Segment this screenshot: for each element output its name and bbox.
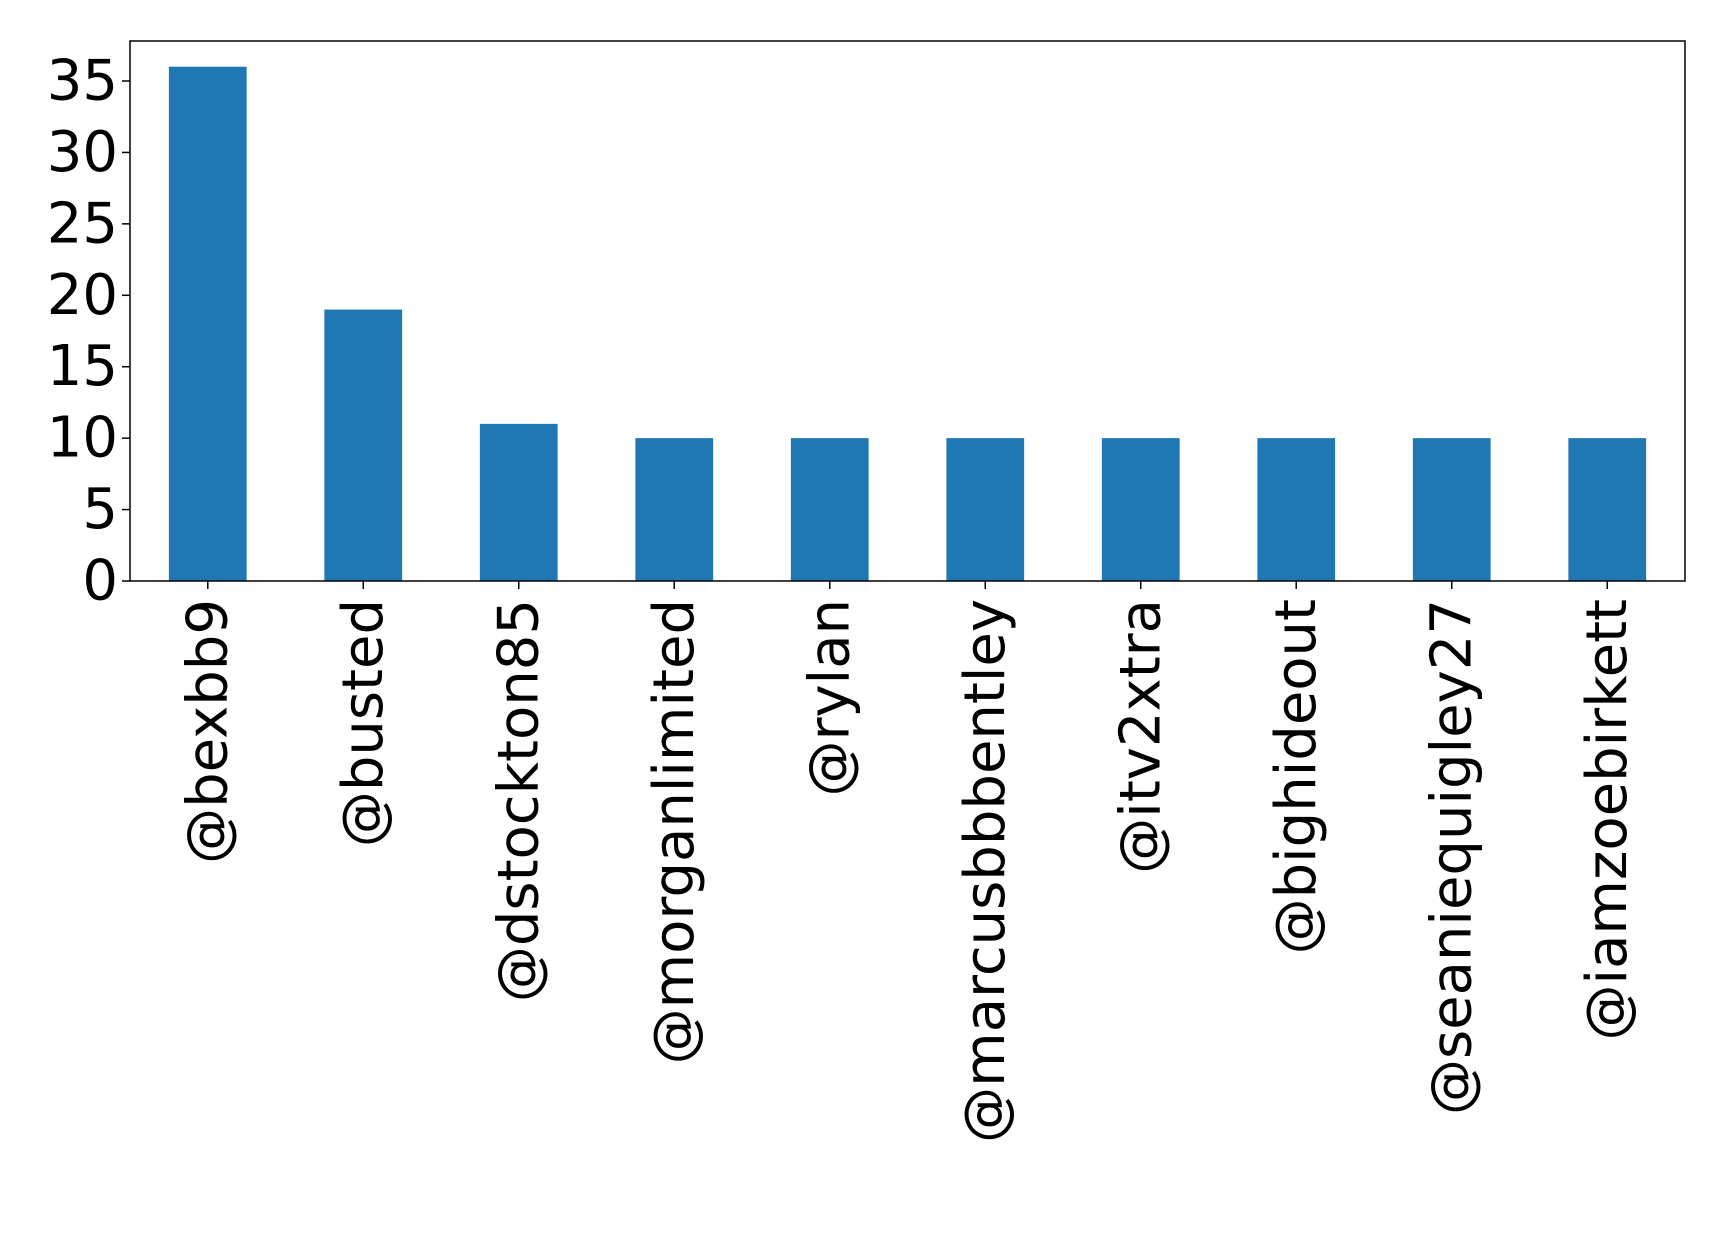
y-tick-label: 10 — [47, 406, 118, 471]
x-tick-label: @marcusbbbentley — [953, 599, 1018, 1143]
x-tick-label: @rylan — [797, 599, 862, 797]
x-tick-label: @morganlimited — [642, 599, 707, 1064]
bar — [1101, 438, 1180, 581]
bar — [635, 438, 714, 581]
bar — [168, 66, 247, 581]
y-tick-label: 20 — [47, 263, 118, 328]
y-tick-label: 15 — [47, 334, 118, 399]
x-tick-label: @seaniequigley27 — [1419, 599, 1484, 1115]
y-tick-label: 35 — [47, 49, 118, 114]
x-tick-label: @dstockton85 — [486, 599, 551, 1002]
x-tick-label: @iamzoebirkett — [1575, 599, 1640, 1040]
y-tick-label: 0 — [82, 549, 118, 614]
bar — [1568, 438, 1647, 581]
bar — [946, 438, 1025, 581]
y-tick-label: 30 — [47, 120, 118, 185]
bar — [790, 438, 869, 581]
x-tick-label: @itv2xtra — [1108, 599, 1173, 874]
y-tick-label: 5 — [82, 477, 118, 542]
bar — [1412, 438, 1491, 581]
x-tick-label: @busted — [331, 599, 396, 847]
bar — [479, 423, 558, 581]
plot-frame — [129, 40, 1686, 582]
x-axis: @bexbb9 @busted @dstockton85 @morganlimited… — [175, 581, 1640, 1143]
y-tick-label: 25 — [47, 191, 118, 256]
bar — [324, 309, 403, 581]
bar — [1257, 438, 1336, 581]
x-tick-label: @bighideout — [1264, 599, 1329, 954]
x-tick-label: @bexbb9 — [175, 599, 240, 864]
bars — [168, 66, 1647, 581]
